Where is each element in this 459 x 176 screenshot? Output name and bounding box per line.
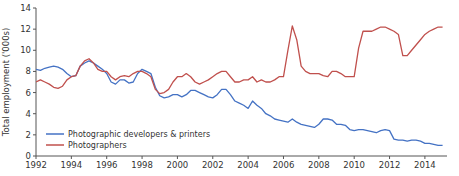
x-tick-label: 2006 xyxy=(273,160,295,170)
x-tick xyxy=(177,156,178,159)
x-tick-label: 1992 xyxy=(25,160,47,170)
y-tick xyxy=(33,156,36,157)
x-axis-line xyxy=(36,156,447,157)
y-tick xyxy=(33,113,36,114)
y-tick-label: 12 xyxy=(20,24,31,34)
y-tick xyxy=(33,50,36,51)
plot-area xyxy=(36,26,443,145)
series-line xyxy=(36,26,443,94)
legend-item: Photographers xyxy=(46,141,127,150)
legend-swatch xyxy=(46,133,64,135)
legend: Photographic developers & printers Photog… xyxy=(46,130,210,150)
x-tick xyxy=(248,156,249,159)
x-tick-label: 2010 xyxy=(343,160,365,170)
x-tick-label: 1996 xyxy=(96,160,118,170)
x-tick-label: 2014 xyxy=(414,160,436,170)
x-tick xyxy=(424,156,425,159)
x-tick-label: 2000 xyxy=(167,160,189,170)
x-tick xyxy=(283,156,284,159)
y-tick xyxy=(33,29,36,30)
legend-label: Photographers xyxy=(68,141,127,150)
y-tick-label: 4 xyxy=(26,109,31,119)
x-tick-label: 2012 xyxy=(379,160,401,170)
legend-swatch xyxy=(46,144,64,146)
y-tick xyxy=(33,134,36,135)
series-line xyxy=(36,61,443,146)
x-tick xyxy=(389,156,390,159)
x-tick-label: 1998 xyxy=(131,160,153,170)
x-tick xyxy=(71,156,72,159)
x-tick-label: 2002 xyxy=(202,160,224,170)
x-tick xyxy=(318,156,319,159)
y-tick-label: 10 xyxy=(20,45,31,55)
y-tick xyxy=(33,71,36,72)
legend-item: Photographic developers & printers xyxy=(46,130,210,139)
x-tick xyxy=(142,156,143,159)
chart: 1992199419961998200020022004200620082010… xyxy=(0,0,459,176)
y-tick-label: 6 xyxy=(26,88,31,98)
x-tick xyxy=(212,156,213,159)
x-tick-label: 2008 xyxy=(308,160,330,170)
y-tick-label: 2 xyxy=(26,130,31,140)
x-tick xyxy=(106,156,107,159)
y-tick-label: 14 xyxy=(20,3,31,13)
y-tick xyxy=(33,8,36,9)
y-axis-label: Total employment ('000s) xyxy=(1,28,11,138)
y-tick xyxy=(33,92,36,93)
y-tick-label: 0 xyxy=(26,151,31,161)
legend-label: Photographic developers & printers xyxy=(68,130,210,139)
y-tick-label: 8 xyxy=(26,66,31,76)
x-tick-label: 2004 xyxy=(237,160,259,170)
x-tick xyxy=(354,156,355,159)
x-tick-label: 1994 xyxy=(61,160,83,170)
